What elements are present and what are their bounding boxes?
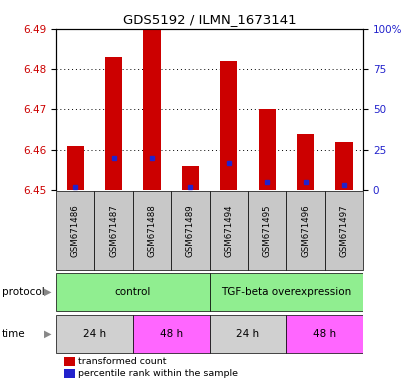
Bar: [95, 191, 133, 270]
Text: GSM671486: GSM671486: [71, 204, 80, 257]
Bar: [297, 134, 314, 190]
Bar: [335, 142, 353, 190]
Bar: [105, 57, 122, 190]
Text: 48 h: 48 h: [160, 329, 183, 339]
Bar: [56, 273, 210, 311]
Text: protocol: protocol: [2, 287, 45, 297]
Bar: [220, 61, 237, 190]
Text: GSM671487: GSM671487: [109, 204, 118, 257]
Bar: [66, 146, 84, 190]
Text: 24 h: 24 h: [83, 329, 106, 339]
Title: GDS5192 / ILMN_1673141: GDS5192 / ILMN_1673141: [123, 13, 296, 26]
Bar: [286, 191, 325, 270]
Bar: [210, 191, 248, 270]
Text: GSM671494: GSM671494: [224, 204, 233, 257]
Text: control: control: [115, 287, 151, 297]
Text: GSM671488: GSM671488: [147, 204, 156, 257]
Bar: [286, 315, 363, 353]
Bar: [133, 191, 171, 270]
Bar: [56, 191, 94, 270]
Text: GSM671497: GSM671497: [339, 204, 349, 257]
Text: transformed count: transformed count: [78, 357, 166, 366]
Text: 24 h: 24 h: [237, 329, 259, 339]
Text: GSM671495: GSM671495: [263, 204, 272, 257]
Text: 48 h: 48 h: [313, 329, 336, 339]
Bar: [210, 315, 286, 353]
Text: TGF-beta overexpression: TGF-beta overexpression: [221, 287, 352, 297]
Text: GSM671496: GSM671496: [301, 204, 310, 257]
Bar: [133, 315, 210, 353]
Bar: [182, 166, 199, 190]
Bar: [56, 315, 133, 353]
Text: time: time: [2, 329, 26, 339]
Bar: [325, 191, 363, 270]
Bar: [171, 191, 210, 270]
Text: GSM671489: GSM671489: [186, 204, 195, 257]
Text: ▶: ▶: [44, 329, 51, 339]
Text: percentile rank within the sample: percentile rank within the sample: [78, 369, 238, 378]
Text: ▶: ▶: [44, 287, 51, 297]
Bar: [210, 273, 363, 311]
Bar: [248, 191, 286, 270]
Bar: [259, 109, 276, 190]
Bar: [143, 29, 161, 190]
